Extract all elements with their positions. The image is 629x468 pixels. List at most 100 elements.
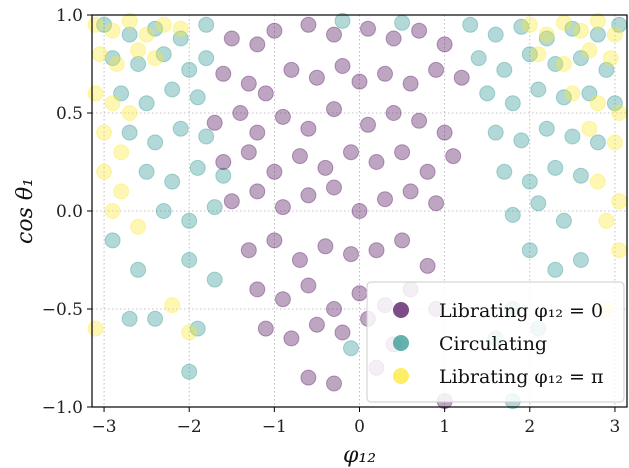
point-circulating (147, 310, 164, 327)
x-tick-label: −3 (92, 417, 117, 437)
y-tick-label: 0.0 (56, 202, 83, 222)
point-circulating (121, 124, 138, 141)
point-librating-0 (291, 252, 308, 268)
point-circulating (394, 14, 411, 31)
point-librating-0 (445, 148, 462, 165)
point-librating-pi (130, 42, 147, 59)
point-librating-pi (87, 16, 104, 33)
point-circulating (589, 26, 606, 43)
point-circulating (479, 85, 496, 102)
point-librating-pi (564, 85, 581, 102)
point-librating-0 (419, 163, 436, 180)
point-librating-0 (223, 30, 240, 47)
point-librating-pi (589, 173, 606, 190)
point-librating-0 (394, 144, 411, 161)
point-librating-0 (266, 232, 283, 249)
point-circulating (606, 95, 623, 112)
point-librating-0 (291, 148, 308, 165)
y-tick-label: 1.0 (56, 6, 83, 26)
point-circulating (521, 242, 538, 259)
point-librating-pi (113, 183, 130, 200)
point-librating-0 (334, 58, 351, 74)
point-circulating (547, 261, 564, 278)
point-circulating (334, 12, 351, 29)
point-librating-0 (377, 191, 393, 208)
point-circulating (181, 212, 198, 229)
x-axis-label: φ₁₂ (343, 443, 376, 468)
point-circulating (138, 163, 155, 180)
point-circulating (572, 50, 589, 67)
point-circulating (513, 132, 530, 149)
point-librating-0 (326, 375, 342, 392)
point-circulating (530, 195, 547, 212)
point-librating-pi (138, 26, 155, 43)
point-librating-pi (181, 324, 198, 341)
point-circulating (147, 134, 164, 151)
legend-label-circulating: Circulating (439, 333, 547, 355)
point-circulating (513, 18, 530, 35)
point-librating-0 (402, 183, 419, 200)
y-tick-label: −1.0 (42, 398, 83, 418)
point-circulating (343, 340, 359, 357)
point-librating-0 (232, 105, 249, 121)
point-circulating (462, 16, 479, 33)
legend-marker-librating-pi (393, 368, 409, 384)
y-tick-label: 0.5 (56, 104, 83, 124)
x-tick-label: 1 (439, 417, 450, 437)
point-circulating (504, 95, 521, 112)
point-librating-0 (283, 330, 300, 347)
point-circulating (189, 320, 206, 337)
point-librating-0 (419, 257, 436, 274)
legend-marker-librating-0 (393, 302, 409, 318)
axis-ticks: −3 −2 −1 0 1 2 3 −1.0 −0.5 0.0 0.5 1.0 (42, 6, 621, 437)
point-librating-0 (249, 281, 266, 298)
point-circulating (581, 85, 598, 102)
point-librating-0 (402, 75, 419, 92)
point-librating-pi (104, 22, 121, 39)
point-circulating (104, 232, 121, 249)
x-tick-label: −1 (262, 417, 287, 437)
point-circulating (572, 252, 589, 268)
point-librating-0 (274, 291, 291, 308)
point-librating-pi (113, 144, 130, 161)
point-librating-0 (300, 120, 317, 137)
point-circulating (538, 120, 555, 137)
point-circulating (181, 61, 198, 78)
point-librating-0 (411, 112, 428, 129)
point-circulating (206, 271, 223, 288)
point-circulating (198, 128, 215, 145)
point-librating-pi (121, 105, 138, 121)
point-circulating (487, 26, 504, 43)
y-tick-label: −0.5 (42, 300, 83, 320)
point-librating-0 (326, 26, 342, 43)
point-librating-pi (104, 203, 121, 219)
point-librating-0 (257, 320, 274, 337)
point-librating-0 (300, 16, 317, 33)
point-circulating (181, 363, 198, 380)
point-circulating (530, 81, 547, 98)
point-circulating (155, 203, 172, 219)
point-circulating (487, 124, 504, 141)
point-circulating (206, 199, 223, 216)
point-librating-0 (240, 242, 257, 259)
point-librating-0 (360, 20, 376, 37)
point-librating-pi (581, 42, 598, 59)
point-librating-0 (453, 69, 470, 86)
point-librating-0 (351, 73, 368, 90)
x-tick-label: 0 (354, 417, 365, 437)
point-librating-pi (555, 56, 572, 72)
point-librating-0 (326, 301, 342, 317)
point-librating-pi (589, 12, 606, 29)
point-librating-pi (87, 320, 104, 337)
legend-box (366, 281, 625, 403)
point-circulating (555, 212, 572, 229)
legend-label-librating-0: Librating φ₁₂ = 0 (439, 300, 603, 322)
point-librating-pi (530, 46, 547, 63)
point-librating-pi (172, 20, 189, 37)
point-circulating (564, 20, 581, 37)
point-circulating (496, 163, 513, 180)
point-librating-0 (326, 179, 342, 196)
point-circulating (547, 56, 564, 72)
